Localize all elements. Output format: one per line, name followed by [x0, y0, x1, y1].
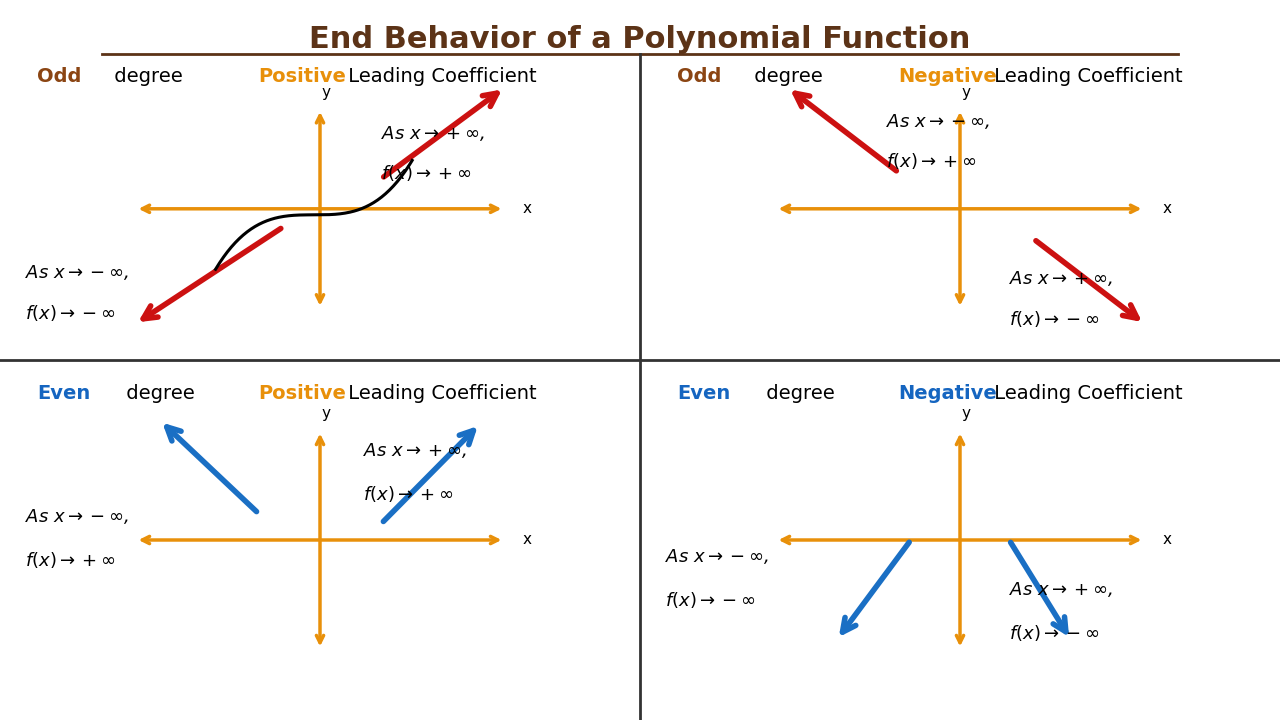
Text: As $x \rightarrow -\infty$,: As $x \rightarrow -\infty$, [666, 546, 769, 566]
Text: $f(x) \rightarrow +\infty$: $f(x) \rightarrow +\infty$ [886, 151, 977, 171]
Text: $f(x) \rightarrow +\infty$: $f(x) \rightarrow +\infty$ [381, 163, 472, 184]
Text: y: y [321, 406, 330, 420]
Text: As $x \rightarrow +\infty$,: As $x \rightarrow +\infty$, [1009, 580, 1112, 599]
Text: Even: Even [677, 384, 731, 403]
Text: Leading Coefficient: Leading Coefficient [988, 67, 1183, 86]
Text: Odd: Odd [37, 67, 82, 86]
Text: Leading Coefficient: Leading Coefficient [342, 67, 536, 86]
Text: degree: degree [120, 384, 195, 403]
Text: As $x \rightarrow -\infty$,: As $x \rightarrow -\infty$, [26, 264, 129, 282]
Text: As $x \rightarrow -\infty$,: As $x \rightarrow -\infty$, [886, 112, 989, 131]
Text: Even: Even [37, 384, 91, 403]
Text: End Behavior of a Polynomial Function: End Behavior of a Polynomial Function [310, 25, 970, 54]
Text: Leading Coefficient: Leading Coefficient [988, 384, 1183, 403]
Text: Positive: Positive [259, 67, 347, 86]
Text: As $x \rightarrow +\infty$,: As $x \rightarrow +\infty$, [364, 441, 467, 459]
Text: x: x [522, 533, 531, 547]
Text: x: x [1162, 202, 1171, 216]
Text: As $x \rightarrow +\infty$,: As $x \rightarrow +\infty$, [381, 124, 485, 143]
Text: degree: degree [760, 384, 835, 403]
Text: Odd: Odd [677, 67, 722, 86]
Text: y: y [961, 85, 970, 100]
Text: degree: degree [748, 67, 823, 86]
Text: As $x \rightarrow -\infty$,: As $x \rightarrow -\infty$, [26, 507, 129, 526]
Text: Negative: Negative [899, 384, 997, 403]
Text: $f(x) \rightarrow +\infty$: $f(x) \rightarrow +\infty$ [364, 484, 453, 504]
Text: $f(x) \rightarrow -\infty$: $f(x) \rightarrow -\infty$ [666, 590, 755, 610]
Text: $f(x) \rightarrow +\infty$: $f(x) \rightarrow +\infty$ [26, 550, 115, 570]
Text: x: x [1162, 533, 1171, 547]
Text: $f(x) \rightarrow -\infty$: $f(x) \rightarrow -\infty$ [26, 302, 115, 323]
Text: $f(x) \rightarrow -\infty$: $f(x) \rightarrow -\infty$ [1009, 623, 1100, 643]
Text: degree: degree [108, 67, 183, 86]
Text: Positive: Positive [259, 384, 347, 403]
Text: As $x \rightarrow +\infty$,: As $x \rightarrow +\infty$, [1009, 269, 1112, 288]
Text: $f(x) \rightarrow -\infty$: $f(x) \rightarrow -\infty$ [1009, 309, 1100, 328]
Text: Negative: Negative [899, 67, 997, 86]
Text: Leading Coefficient: Leading Coefficient [342, 384, 536, 403]
Text: y: y [321, 85, 330, 100]
Text: x: x [522, 202, 531, 216]
Text: y: y [961, 406, 970, 420]
